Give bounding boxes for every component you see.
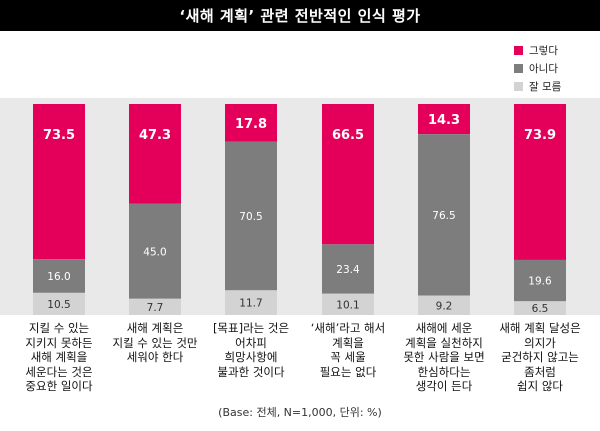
bar-segment-no-2 <box>129 203 181 299</box>
bar-segment-dontknow-3 <box>225 290 277 315</box>
legend-label-dontknow: 잘 모름 <box>529 80 562 93</box>
bar-segment-yes-4 <box>322 104 374 245</box>
bar-segment-dontknow-2 <box>129 298 181 315</box>
data-label-dontknow-3: 11.7 <box>239 298 262 310</box>
bar-segment-yes-5 <box>418 104 470 135</box>
category-label-1: 지킬 수 있는 지키지 못하든 새해 계획을 세운다는 것은 중요한 일이다 <box>25 321 93 393</box>
bar-segment-dontknow-6 <box>514 301 566 315</box>
data-label-dontknow-1: 10.5 <box>47 299 70 311</box>
bar-segment-dontknow-4 <box>322 293 374 315</box>
category-label-3: [목표]라는 것은 어차피 희망사항에 불과한 것이다 <box>212 321 290 379</box>
bar-segment-yes-2 <box>129 104 181 204</box>
data-label-yes-2: 47.3 <box>139 128 171 143</box>
title-bar: ‘새해 계획’ 관련 전반적인 인식 평가 <box>0 0 600 31</box>
bar-segment-yes-6 <box>514 104 566 260</box>
chart-background-band <box>0 98 600 315</box>
category-label-5: 새해에 세운 계획을 실천하지 못한 사람을 보면 한심하다는 생각이 든다 <box>403 321 485 393</box>
bar-segment-dontknow-5 <box>418 295 470 315</box>
legend-swatch-no <box>514 63 523 73</box>
legend: 그렇다 아니다 잘 모름 <box>514 42 561 96</box>
data-label-dontknow-5: 9.2 <box>436 300 453 312</box>
bar-segment-yes-1 <box>33 104 85 260</box>
bar-segment-dontknow-1 <box>33 292 85 315</box>
bar-segment-no-5 <box>418 134 470 296</box>
legend-swatch-dontknow <box>514 81 523 91</box>
chart-title: ‘새해 계획’ 관련 전반적인 인식 평가 <box>179 7 421 25</box>
legend-item-dontknow: 잘 모름 <box>514 78 561 94</box>
stacked-bar-chart: 73.5 16.0 10.5 47.3 45.0 7.7 17.8 70.5 11.7 66.5 2… <box>0 98 600 315</box>
data-label-no-6: 19.6 <box>528 276 552 288</box>
data-label-yes-1: 73.5 <box>43 128 75 143</box>
bar-segment-no-4 <box>322 244 374 294</box>
data-label-yes-6: 73.9 <box>524 128 556 143</box>
legend-label-no: 아니다 <box>529 62 558 75</box>
bar-segment-yes-3 <box>225 104 277 142</box>
category-label-4: ‘새해’라고 해서 계획을 꼭 세울 필요는 없다 <box>310 321 386 379</box>
data-label-yes-4: 66.5 <box>332 128 364 143</box>
legend-item-no: 아니다 <box>514 60 561 76</box>
legend-label-yes: 그렇다 <box>529 44 558 57</box>
data-label-no-2: 45.0 <box>143 246 166 258</box>
bar-segment-no-6 <box>514 259 566 302</box>
data-label-dontknow-6: 6.5 <box>532 303 549 315</box>
data-label-dontknow-2: 7.7 <box>147 302 164 314</box>
category-label-2: 새해 계획은 지킬 수 있는 것만 세워야 한다 <box>112 321 198 364</box>
category-label-6: 새해 계획 달성은 의지가 굳건하지 않고는 좀처럼 쉽지 않다 <box>499 321 581 393</box>
data-label-dontknow-4: 10.1 <box>336 299 359 311</box>
data-label-no-3: 70.5 <box>239 211 262 223</box>
data-label-yes-3: 17.8 <box>235 117 267 132</box>
legend-item-yes: 그렇다 <box>514 42 561 58</box>
data-label-no-5: 76.5 <box>432 210 455 222</box>
bar-segment-no-3 <box>225 141 277 291</box>
data-label-no-4: 23.4 <box>336 264 360 276</box>
bar-segment-no-1 <box>33 259 85 293</box>
data-label-no-1: 16.0 <box>47 271 70 283</box>
footnote: (Base: 전체, N=1,000, 단위: %) <box>218 406 382 419</box>
data-label-yes-5: 14.3 <box>428 113 460 128</box>
legend-swatch-yes <box>514 45 523 55</box>
